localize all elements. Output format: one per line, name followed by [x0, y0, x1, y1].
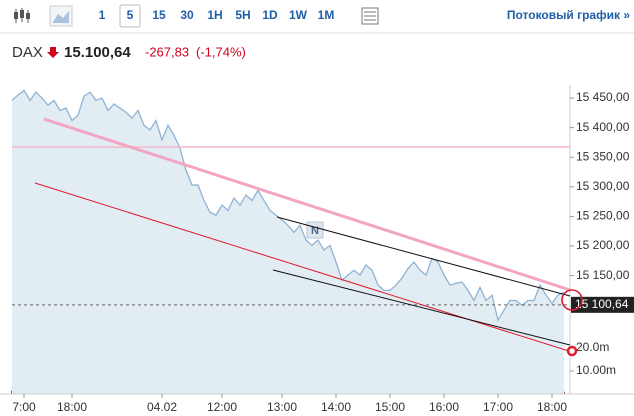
drawings [12, 117, 583, 357]
x-tick-label: 15:00 [375, 400, 405, 414]
interval[interactable]: 1M [318, 8, 335, 22]
change-pct: (-1,74%) [196, 44, 246, 59]
interval[interactable]: 5H [235, 8, 250, 22]
toolbar-bg [0, 0, 634, 33]
quote-header: DAX 15.100,64 -267,83 (-1,74%) [12, 44, 246, 61]
change: -267,83 [145, 44, 189, 59]
y-tick-label: 15 150,00 [576, 268, 630, 282]
selected-box [119, 4, 141, 28]
news-marker: N [311, 225, 319, 237]
x-tick-label: 12:00 [207, 400, 237, 414]
area-icon[interactable] [49, 5, 73, 27]
y-tick-label: 15 200,00 [576, 238, 630, 252]
y2-tick-label: 10.00m [576, 363, 616, 377]
x-tick-label: 18:00 [57, 400, 87, 414]
symbol: DAX [12, 44, 43, 61]
interval[interactable]: 1D [262, 8, 278, 22]
handle [566, 345, 578, 357]
y2-tick-label: 20.0m [576, 340, 609, 354]
x-tick-label: 04.02 [147, 400, 177, 414]
toolbar: 1 5 15 30 1H 5H 1D 1W 1M Потоковый график » [0, 0, 634, 34]
x-tick-label: 18:00 [537, 400, 567, 414]
price-line [11, 89, 565, 322]
settings-icon[interactable] [361, 7, 379, 25]
handle [561, 289, 583, 311]
price: 15.100,64 [64, 44, 131, 61]
y-tick-label: 15 400,00 [576, 120, 630, 134]
y-tick-label: 15 250,00 [576, 209, 630, 223]
interval[interactable]: 1 [99, 8, 106, 22]
last-price-label: 15 100,64 [575, 297, 629, 311]
x-tick-label: 14:00 [321, 400, 351, 414]
y-tick-label: 15 300,00 [576, 179, 630, 193]
interval-list: 1 5 15 30 1H 5H 1D 1W 1M [99, 4, 335, 28]
down-arrow [47, 47, 59, 58]
interval[interactable]: 15 [152, 8, 166, 22]
x-tick-label: 16:00 [429, 400, 459, 414]
area-fill [12, 90, 564, 395]
trend-line [272, 269, 571, 346]
last-price-box [571, 296, 634, 313]
stream-link[interactable]: Потоковый график » [507, 8, 630, 22]
interval[interactable]: 1W [289, 8, 308, 22]
interval[interactable]: 1H [207, 8, 222, 22]
x-tick-label: 13:00 [267, 400, 297, 414]
interval[interactable]: 5 [127, 8, 134, 22]
trend-line [276, 216, 571, 297]
trend-line [34, 182, 573, 353]
trend-line [43, 117, 571, 292]
candle-icon[interactable] [14, 8, 30, 23]
y-tick-label: 15 350,00 [576, 149, 630, 163]
interval[interactable]: 30 [180, 8, 194, 22]
y-tick-label: 15 450,00 [576, 90, 630, 104]
x-tick-label: 17:00 [483, 400, 513, 414]
x-tick-label: 7:00 [12, 400, 36, 414]
